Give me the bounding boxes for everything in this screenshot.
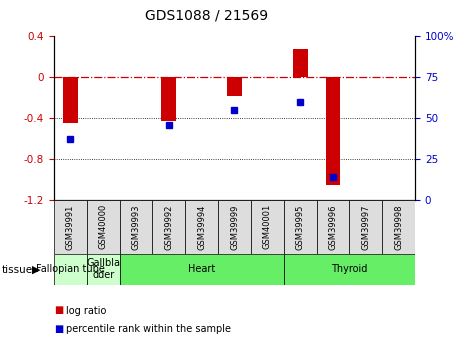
Text: percentile rank within the sample: percentile rank within the sample [66,325,231,334]
FancyBboxPatch shape [349,200,382,254]
FancyBboxPatch shape [120,200,152,254]
FancyBboxPatch shape [218,200,251,254]
FancyBboxPatch shape [152,200,185,254]
Text: tissue: tissue [1,265,32,275]
Bar [161,77,176,121]
Text: GSM39997: GSM39997 [361,204,371,249]
Text: GSM39994: GSM39994 [197,204,206,249]
Bar [293,49,308,77]
Text: Gallbla
dder: Gallbla dder [86,258,120,280]
FancyBboxPatch shape [87,200,120,254]
Text: GSM39992: GSM39992 [164,204,174,249]
Text: GSM39999: GSM39999 [230,204,239,249]
FancyBboxPatch shape [54,254,87,285]
Text: GSM39993: GSM39993 [131,204,141,249]
FancyBboxPatch shape [120,254,284,285]
Text: GSM39991: GSM39991 [66,204,75,249]
Text: GSM39998: GSM39998 [394,204,403,249]
Text: GSM40000: GSM40000 [98,204,108,249]
Text: GSM39995: GSM39995 [295,204,305,249]
Text: Heart: Heart [188,264,215,274]
Bar [63,77,78,123]
FancyBboxPatch shape [185,200,218,254]
Text: log ratio: log ratio [66,306,106,315]
FancyBboxPatch shape [317,200,349,254]
FancyBboxPatch shape [284,200,317,254]
FancyBboxPatch shape [87,254,120,285]
FancyBboxPatch shape [284,254,415,285]
Text: ▶: ▶ [32,265,40,275]
Text: ■: ■ [54,306,63,315]
Text: GDS1088 / 21569: GDS1088 / 21569 [145,8,268,22]
FancyBboxPatch shape [382,200,415,254]
Text: Thyroid: Thyroid [331,264,368,274]
Bar [227,77,242,96]
FancyBboxPatch shape [251,200,284,254]
Bar [325,77,340,185]
FancyBboxPatch shape [54,200,87,254]
Text: Fallopian tube: Fallopian tube [36,264,105,274]
Text: GSM40001: GSM40001 [263,204,272,249]
Text: ■: ■ [54,325,63,334]
Text: GSM39996: GSM39996 [328,204,338,249]
